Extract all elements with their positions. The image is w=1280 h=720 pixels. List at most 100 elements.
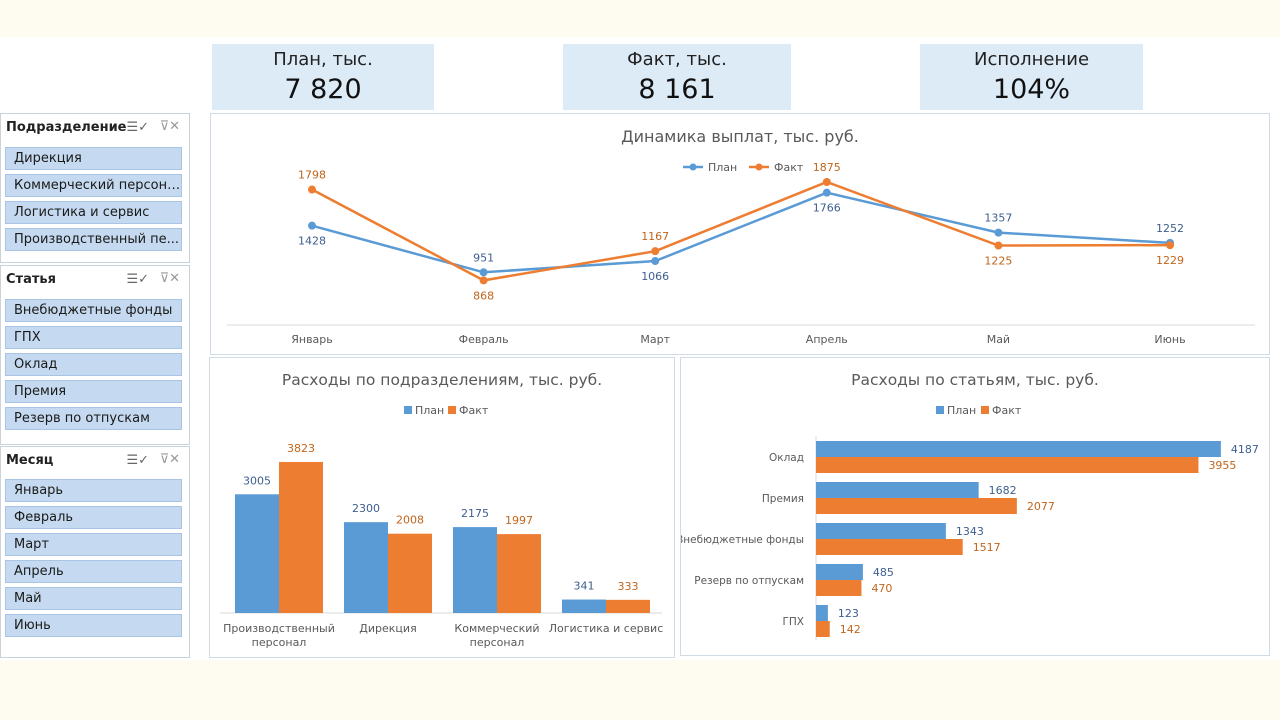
data-label: 1229 — [1156, 254, 1184, 267]
category-label: Премия — [762, 493, 804, 505]
line-chart-legend: План Факт — [683, 161, 804, 174]
category-label: ГПХ — [783, 616, 805, 628]
data-label: 470 — [871, 582, 892, 595]
data-label: 333 — [618, 580, 639, 593]
bar-plan — [344, 522, 388, 613]
data-label: 2077 — [1027, 500, 1055, 513]
data-point — [479, 268, 488, 277]
slicer-item-may[interactable]: Май — [5, 587, 182, 610]
data-label: 1225 — [984, 255, 1012, 268]
series-line-plan — [311, 191, 1171, 274]
slicer-item-salary[interactable]: Оклад — [5, 353, 182, 376]
kpi-fact-value: 8 161 — [638, 74, 716, 105]
article-chart-panel: Расходы по статьям, тыс. руб. План Факт … — [676, 357, 1270, 656]
article-chart-legend: План Факт — [936, 404, 1022, 417]
bar-plan — [235, 494, 279, 613]
data-point — [308, 185, 316, 194]
category-label: Дирекция — [359, 622, 416, 635]
slicer-item-funds[interactable]: Внебюджетные фонды — [5, 299, 182, 322]
bar-plan — [562, 599, 606, 613]
data-point — [1166, 241, 1174, 250]
legend-fact-label: Факт — [774, 161, 804, 174]
data-label: 2008 — [396, 514, 424, 527]
data-label: 1517 — [973, 541, 1001, 554]
bar-plan — [816, 482, 979, 498]
slicer-item-january[interactable]: Январь — [5, 479, 182, 502]
multi-select-icon[interactable]: ☰✓ — [126, 120, 149, 135]
data-label: 1066 — [641, 270, 669, 283]
kpi-execution-card: Исполнение 104% — [920, 44, 1143, 110]
bar-fact — [497, 534, 541, 613]
slicer-item-commercial[interactable]: Коммерческий персонал — [5, 174, 182, 197]
kpi-fact-card: Факт, тыс. 8 161 — [563, 44, 791, 110]
data-point — [822, 188, 831, 197]
slicer-item-june[interactable]: Июнь — [5, 614, 182, 637]
data-label: 951 — [473, 251, 494, 264]
category-label: Логистика и сервис — [549, 622, 664, 635]
bar-plan — [816, 441, 1221, 457]
legend-fact-label: Факт — [992, 404, 1022, 417]
kpi-execution-value: 104% — [992, 74, 1071, 105]
multi-select-icon[interactable]: ☰✓ — [126, 453, 149, 468]
clear-filter-icon[interactable]: ⊽✕ — [159, 271, 180, 286]
line-chart-title: Динамика выплат, тыс. руб. — [621, 127, 859, 146]
data-label: 1343 — [956, 525, 984, 538]
slicer-month: Месяц ☰✓ ⊽✕ Январь Февраль Март Апрель М… — [0, 446, 190, 658]
slicer-department-header: Подразделение ☰✓ ⊽✕ — [1, 114, 189, 140]
article-bar-chart: Расходы по статьям, тыс. руб. План Факт … — [676, 371, 1259, 640]
department-chart-title: Расходы по подразделениям, тыс. руб. — [282, 371, 602, 389]
slicer-item-march[interactable]: Март — [5, 533, 182, 556]
slicer-item-production[interactable]: Производственный пе... — [5, 228, 182, 251]
data-label: 3823 — [287, 442, 315, 455]
department-chart-panel: Расходы по подразделениям, тыс. руб. Пла… — [209, 357, 675, 658]
slicer-month-title: Месяц — [6, 453, 54, 468]
slicer-item-direktsiya[interactable]: Дирекция — [5, 147, 182, 170]
data-point — [994, 241, 1003, 250]
x-tick-label: Июнь — [1154, 333, 1185, 346]
kpi-plan-value: 7 820 — [284, 74, 362, 105]
data-label: 123 — [838, 607, 859, 620]
kpi-plan-title: План, тыс. — [273, 49, 373, 70]
slicer-item-april[interactable]: Апрель — [5, 560, 182, 583]
data-label: 2175 — [461, 507, 489, 520]
category-label: Внебюджетные фонды — [681, 534, 804, 546]
bar-plan — [816, 605, 828, 621]
slicer-item-vacation-reserve[interactable]: Резерв по отпускам — [5, 407, 182, 430]
data-label: 341 — [574, 580, 595, 593]
bar-fact — [816, 621, 830, 637]
category-label: персонал — [252, 636, 307, 649]
legend-plan-label: План — [415, 404, 444, 417]
legend-fact-swatch — [981, 406, 989, 414]
clear-filter-icon[interactable]: ⊽✕ — [159, 119, 180, 134]
data-label: 142 — [840, 623, 861, 636]
slicer-department-title: Подразделение — [6, 120, 127, 135]
legend-plan-dot — [689, 163, 697, 171]
bar-fact — [606, 599, 650, 613]
legend-fact-swatch — [448, 406, 456, 414]
bar-plan — [453, 527, 497, 613]
article-chart-title: Расходы по статьям, тыс. руб. — [851, 371, 1099, 389]
slicer-item-february[interactable]: Февраль — [5, 506, 182, 529]
category-label: персонал — [470, 636, 525, 649]
data-label: 1357 — [984, 212, 1012, 225]
data-label: 485 — [873, 566, 894, 579]
series-line-fact — [311, 180, 1171, 282]
bar-fact — [279, 461, 323, 613]
multi-select-icon[interactable]: ☰✓ — [126, 272, 149, 287]
data-label: 1428 — [298, 235, 326, 248]
x-tick-label: Февраль — [459, 333, 509, 346]
data-point — [651, 257, 660, 266]
slicer-item-logistics[interactable]: Логистика и сервис — [5, 201, 182, 224]
kpi-fact-title: Факт, тыс. — [627, 49, 727, 70]
data-point — [308, 221, 316, 230]
bar-plan — [816, 564, 863, 580]
bar-fact — [816, 498, 1017, 514]
slicer-item-gph[interactable]: ГПХ — [5, 326, 182, 349]
slicer-month-header: Месяц ☰✓ ⊽✕ — [1, 447, 189, 473]
slicer-item-bonus[interactable]: Премия — [5, 380, 182, 403]
bar-fact — [388, 533, 432, 613]
category-label: Оклад — [769, 452, 804, 464]
clear-filter-icon[interactable]: ⊽✕ — [159, 452, 180, 467]
line-chart: Динамика выплат, тыс. руб. План Факт Янв… — [227, 127, 1255, 346]
x-tick-label: Май — [987, 333, 1010, 346]
